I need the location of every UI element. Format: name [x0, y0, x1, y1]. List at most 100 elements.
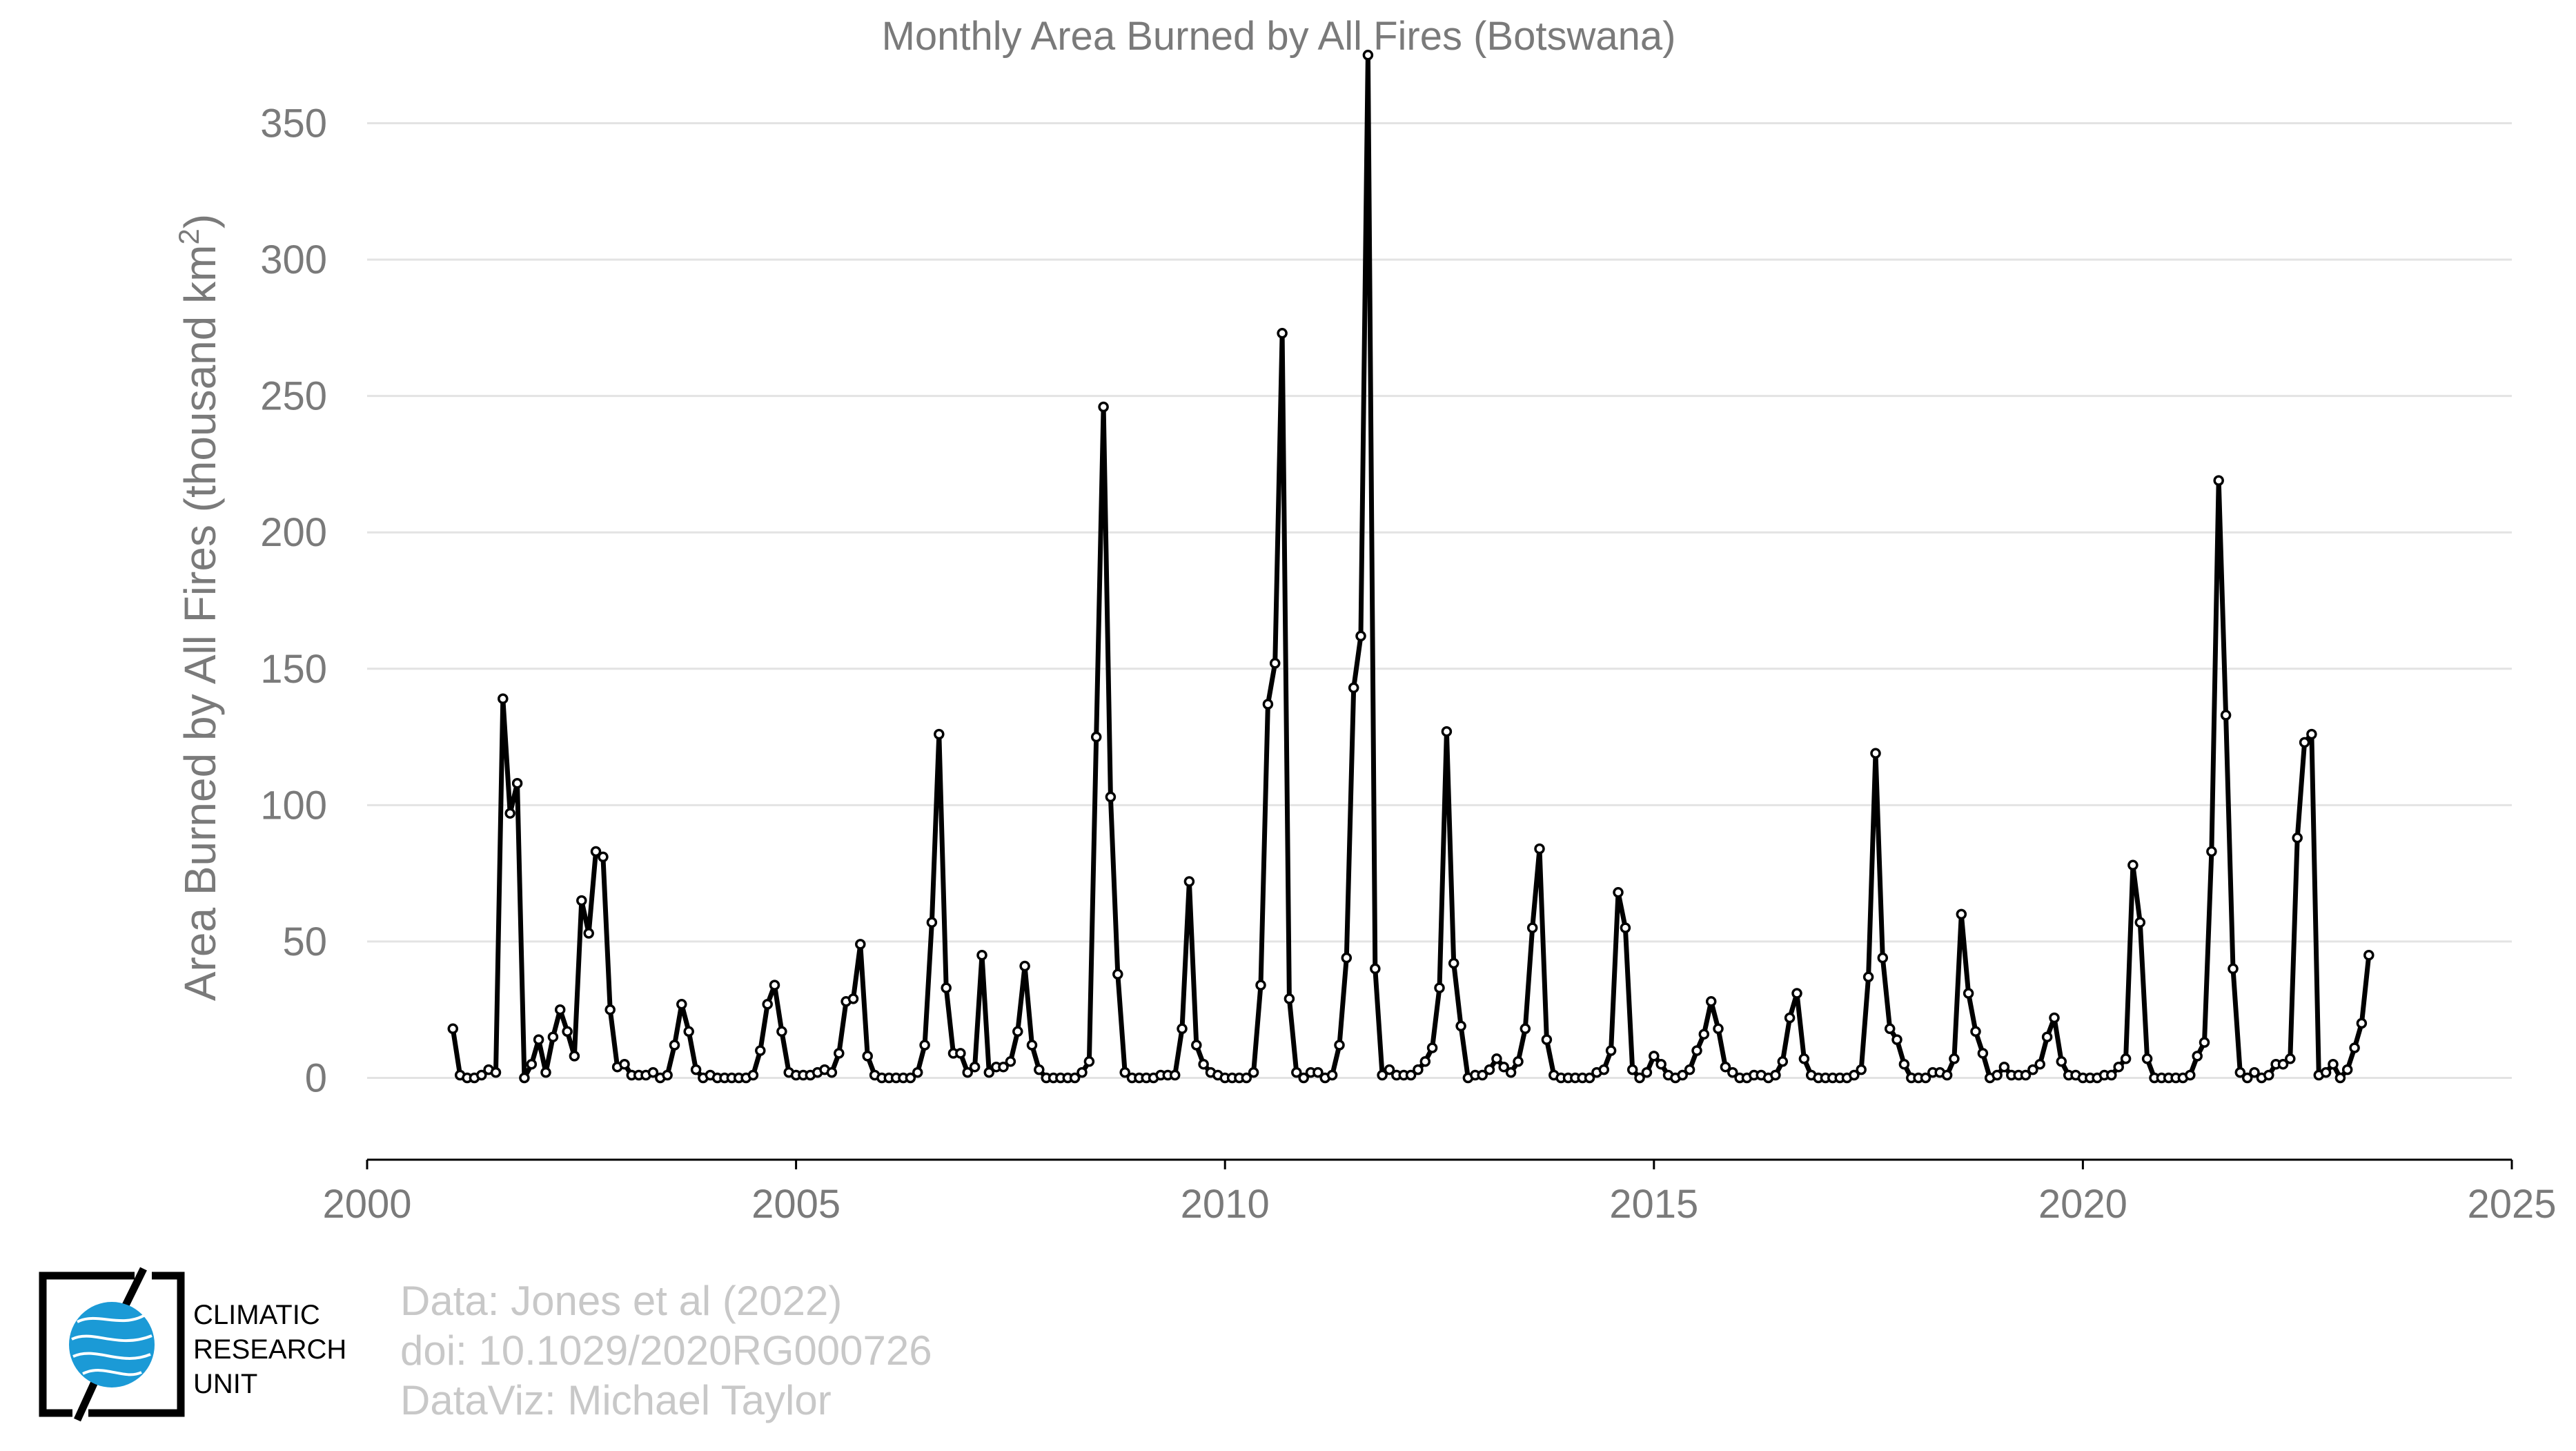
data-point — [2285, 1053, 2296, 1064]
gridlines — [367, 122, 2512, 1079]
data-point — [2199, 1037, 2210, 1048]
data-point — [526, 1058, 538, 1070]
globe-icon — [69, 1302, 155, 1387]
credit-doi: doi: 10.1029/2020RG000726 — [400, 1327, 932, 1374]
data-point — [1341, 952, 1353, 964]
data-point — [554, 1004, 566, 1015]
data-point — [569, 1051, 580, 1062]
data-point — [1169, 1069, 1181, 1081]
data-point — [926, 917, 938, 928]
data-point — [2292, 832, 2303, 844]
credit-data: Data: Jones et al (2022) — [400, 1278, 842, 1324]
data-point — [2141, 1053, 2153, 1064]
data-point — [1541, 1034, 1553, 1045]
data-point — [1698, 1029, 1710, 1040]
data-point — [1355, 630, 1366, 642]
chart-title: Monthly Area Burned by All Fires (Botswa… — [882, 14, 1676, 59]
data-point — [690, 1064, 702, 1075]
data-point — [476, 1069, 487, 1081]
x-tick-label: 2020 — [2038, 1182, 2127, 1227]
data-point — [533, 1034, 544, 1045]
data-point — [2277, 1058, 2289, 1070]
data-point — [447, 1023, 459, 1035]
data-point — [2049, 1012, 2060, 1024]
data-point — [1513, 1056, 1524, 1067]
data-point — [1970, 1026, 1981, 1038]
logo-line-2: RESEARCH — [193, 1334, 346, 1365]
data-point — [2356, 1017, 2368, 1029]
data-point — [1498, 1061, 1509, 1073]
data-point — [1791, 988, 1802, 999]
data-point — [504, 808, 515, 819]
data-point — [647, 1067, 659, 1078]
data-point — [1434, 982, 1445, 993]
data-point — [862, 1051, 873, 1062]
data-point — [941, 982, 952, 993]
data-point — [1898, 1058, 1910, 1070]
data-point — [1326, 1069, 1338, 1081]
data-point — [1705, 996, 1717, 1007]
data-point — [919, 1040, 930, 1051]
y-axis-label: Area Burned by All Fires (thousand km2) — [173, 214, 225, 1001]
data-point — [1455, 1020, 1466, 1032]
data-point — [2185, 1069, 2196, 1081]
data-point — [1019, 960, 1030, 972]
data-point — [1334, 1040, 1345, 1051]
cru-logo: CLIMATIC RESEARCH UNIT — [39, 1267, 346, 1422]
data-point — [2027, 1064, 2038, 1075]
data-point — [604, 1004, 616, 1015]
data-point — [1992, 1069, 2003, 1081]
data-point — [1477, 1069, 1488, 1081]
data-point — [762, 999, 773, 1010]
data-point — [1677, 1069, 1688, 1081]
data-point — [498, 693, 509, 704]
y-tick-label: 200 — [260, 510, 327, 555]
x-tick-label: 2015 — [1609, 1182, 1698, 1227]
data-point — [1856, 1064, 1867, 1075]
data-point — [2234, 1067, 2246, 1078]
data-point — [2228, 963, 2239, 975]
data-point — [2306, 728, 2317, 740]
data-point — [1998, 1061, 2010, 1073]
data-point — [490, 1067, 502, 1078]
x-tick-label: 2010 — [1181, 1182, 1270, 1227]
data-point — [590, 846, 602, 857]
data-point — [1849, 1069, 1860, 1081]
data-point — [1505, 1067, 1517, 1078]
data-point — [1862, 971, 1874, 983]
credit-dataviz: DataViz: Michael Taylor — [400, 1377, 832, 1423]
data-point — [2206, 846, 2217, 857]
data-point — [2134, 917, 2146, 928]
data-point — [834, 1048, 845, 1059]
data-point — [540, 1067, 551, 1078]
data-point — [1720, 1061, 1731, 1073]
data-point — [511, 777, 523, 789]
data-point — [1034, 1064, 1045, 1075]
data-point — [2041, 1031, 2053, 1042]
data-point — [1920, 1072, 1931, 1084]
data-point — [683, 1026, 694, 1038]
data-point — [1269, 658, 1281, 669]
data-point — [1956, 908, 1967, 920]
data-point — [1262, 699, 1274, 710]
data-point — [1419, 1056, 1431, 1067]
data-point — [1584, 1072, 1595, 1084]
data-point — [1484, 1064, 1495, 1075]
data-point — [1277, 328, 1288, 339]
data-point — [583, 928, 594, 939]
data-point — [2034, 1058, 2045, 1070]
data-point — [962, 1067, 973, 1078]
y-tick-labels: 0 50 100 150 200 250 300 350 — [260, 101, 327, 1101]
data-point — [1098, 401, 1109, 413]
data-point — [1191, 1040, 1202, 1051]
data-point — [1491, 1053, 1502, 1064]
data-point — [598, 851, 609, 863]
logo-line-1: CLIMATIC — [193, 1300, 320, 1330]
data-point — [2249, 1067, 2260, 1078]
data-point — [1413, 1064, 1424, 1075]
data-point — [1426, 1042, 1438, 1053]
data-point — [983, 1067, 995, 1078]
series-line — [450, 52, 2372, 1080]
data-point — [1526, 922, 1538, 933]
data-point — [1884, 1023, 1896, 1035]
